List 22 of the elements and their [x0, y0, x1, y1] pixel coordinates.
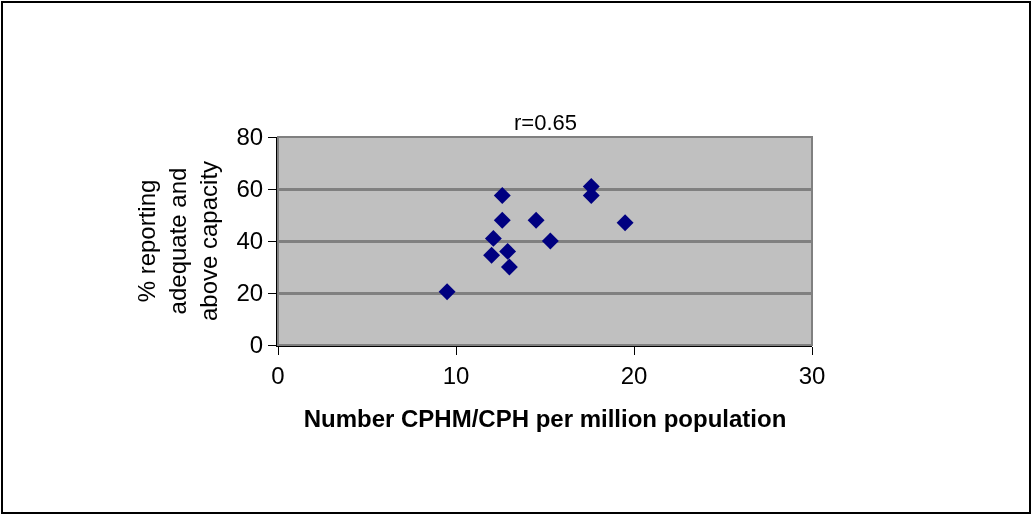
point [541, 232, 559, 250]
x-tick-label: 10 [442, 361, 470, 389]
x-tick-label: 30 [798, 361, 826, 389]
point [616, 214, 634, 232]
y-axis-title: % reporting adequate and above capacity [132, 160, 223, 322]
y-tick-label: 0 [249, 331, 264, 359]
point [493, 211, 511, 229]
point [438, 283, 456, 301]
point [484, 229, 502, 247]
y-tick-label: 60 [236, 175, 264, 203]
point [483, 246, 501, 264]
x-tick-label: 0 [271, 361, 285, 389]
point [499, 242, 517, 260]
point [493, 187, 511, 204]
x-tick-label: 20 [620, 361, 648, 389]
point [500, 258, 518, 276]
y-tick-label: 20 [236, 279, 264, 307]
point [527, 211, 545, 229]
y-tick-label: 40 [236, 227, 264, 255]
y-tick-label: 80 [236, 123, 264, 151]
x-axis-title: Number CPHM/CPH per million population [303, 404, 787, 432]
text: r=0.65 [514, 110, 577, 135]
